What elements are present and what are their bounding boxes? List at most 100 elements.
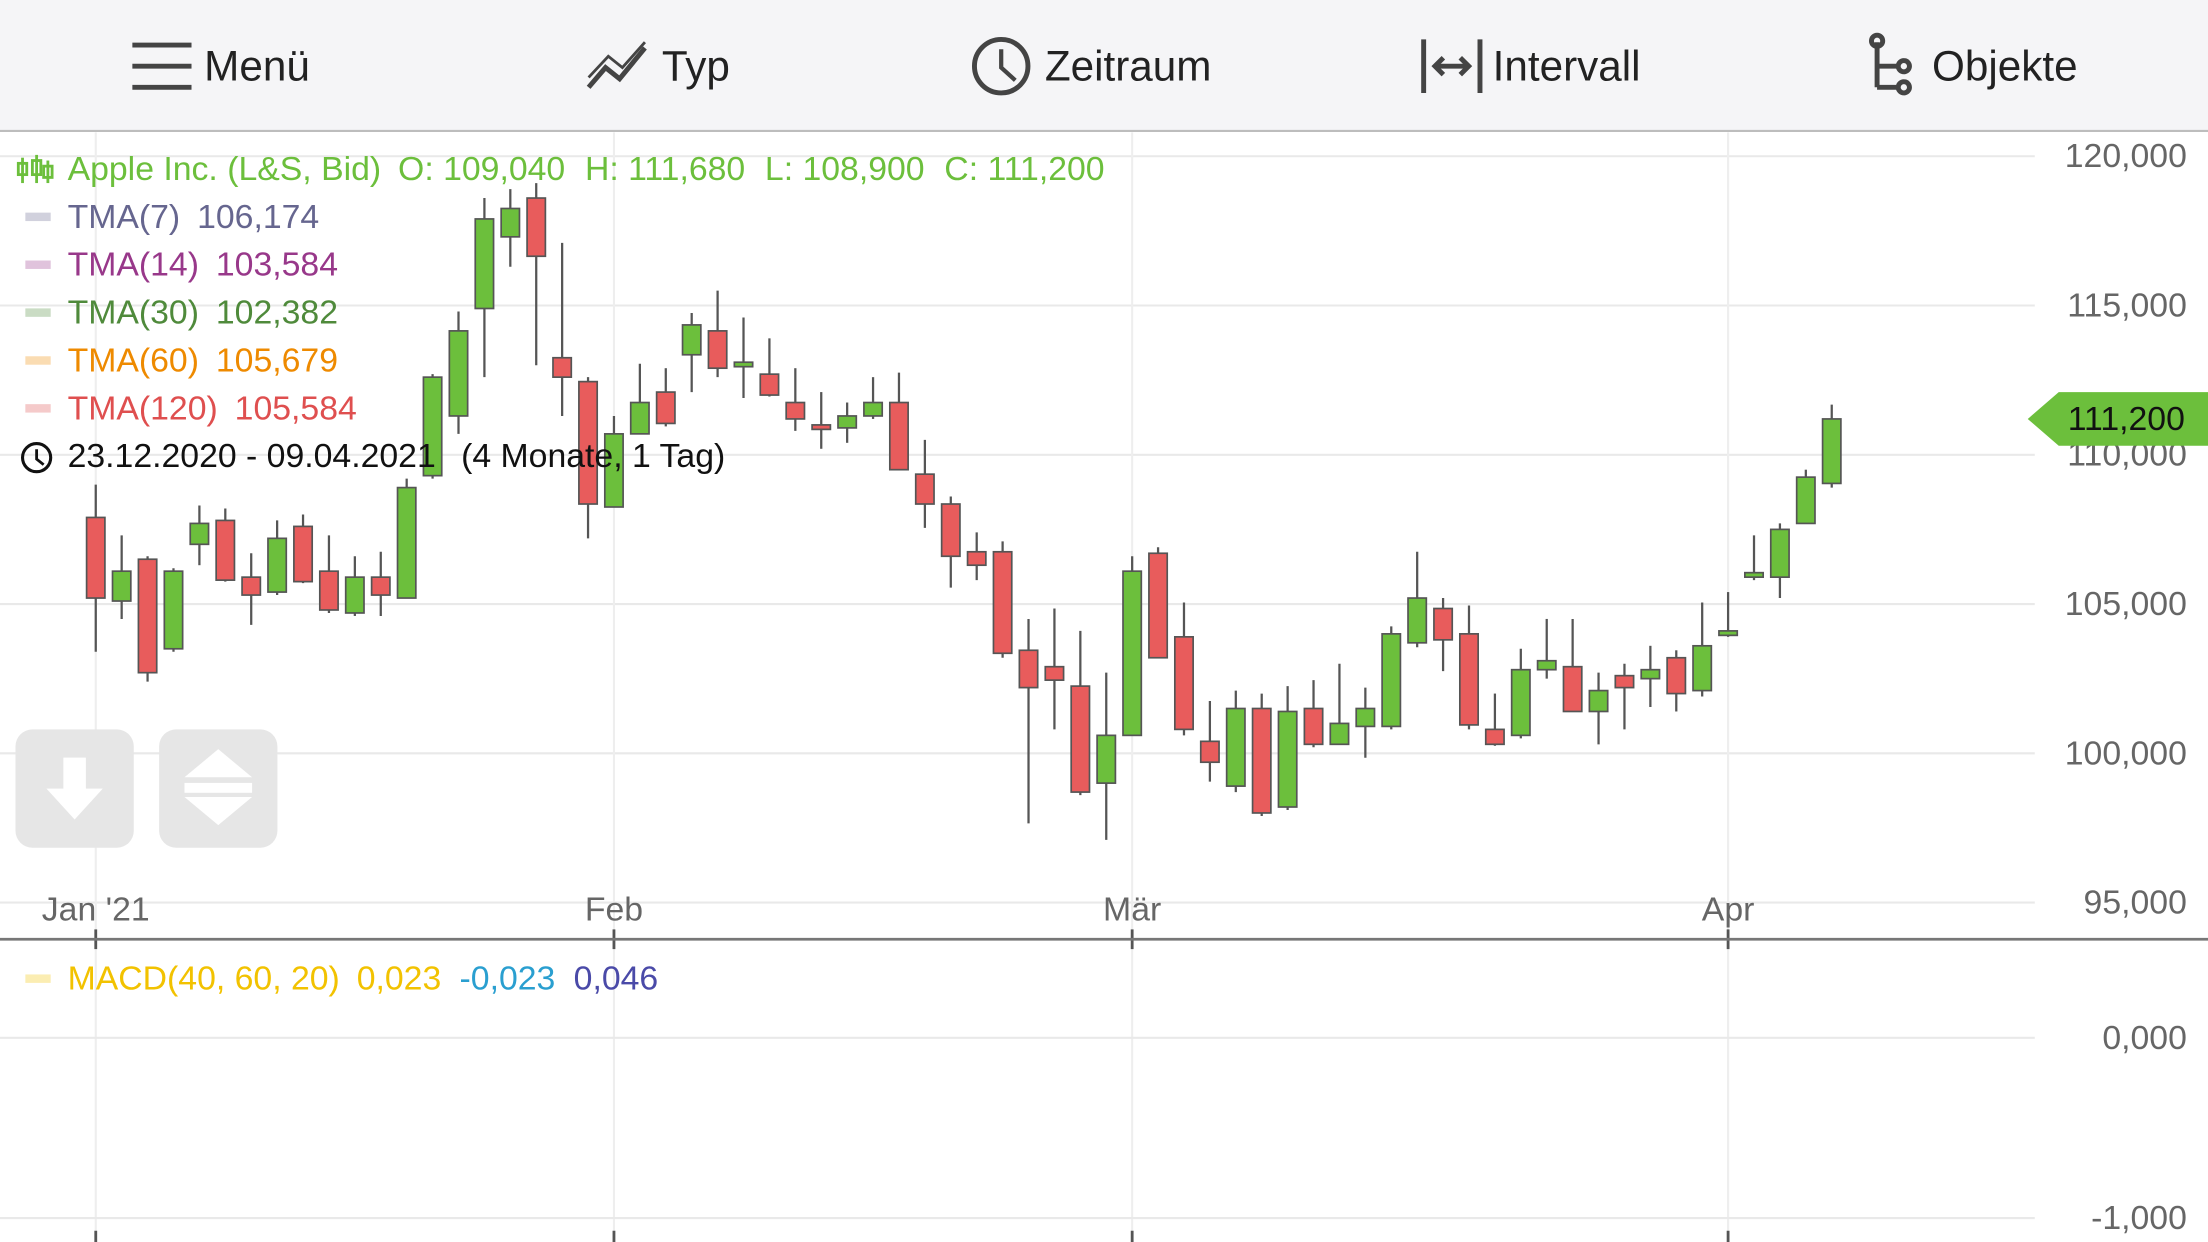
- candle-body: [1536, 659, 1557, 671]
- candle-body: [1588, 689, 1609, 713]
- candle-icon: [16, 154, 54, 184]
- candle-body: [1148, 552, 1169, 659]
- candle-body: [1122, 570, 1143, 737]
- candle-body: [344, 576, 365, 614]
- y-tick-label: 105,000: [2065, 585, 2187, 623]
- candle-body: [1433, 607, 1454, 641]
- indicator-value: 105,679: [216, 341, 338, 379]
- candle-body: [914, 473, 935, 505]
- indicator-name: TMA(60): [68, 341, 199, 379]
- legend-swatch: [25, 260, 51, 269]
- indicator-name: TMA(14): [68, 246, 199, 284]
- candle-body: [655, 391, 676, 425]
- candle-body: [1744, 571, 1765, 578]
- candle-body: [137, 558, 158, 674]
- candle-body: [888, 401, 909, 471]
- candle-body: [318, 570, 339, 611]
- candle-body: [241, 576, 262, 596]
- candle-body: [293, 525, 314, 583]
- candle-body: [1355, 707, 1376, 728]
- toolbar-label: Objekte: [1932, 43, 2078, 90]
- candle-body: [1821, 418, 1842, 485]
- candle-body: [837, 415, 858, 429]
- legend-swatch: [25, 308, 51, 317]
- candle-body: [707, 330, 728, 370]
- menu-button[interactable]: Menü: [132, 42, 310, 90]
- indicator-value: 102,382: [216, 294, 338, 332]
- candle-body: [396, 486, 417, 599]
- candle-body: [1329, 722, 1350, 746]
- candle-body: [1692, 644, 1713, 692]
- candle-body: [1070, 685, 1091, 793]
- x-tick-label: Feb: [585, 891, 643, 929]
- y-tick-label: -1,000: [2091, 1199, 2187, 1237]
- interval-button[interactable]: Intervall: [1421, 39, 1641, 93]
- candle-body: [422, 376, 443, 477]
- macd-value: 0,046: [574, 960, 659, 998]
- objects-button[interactable]: Objekte: [1868, 32, 2078, 96]
- macd-value: 0,023: [357, 960, 442, 998]
- period-button[interactable]: Zeitraum: [971, 36, 1212, 96]
- candle-body: [759, 373, 780, 396]
- ohlc-value: L: 108,900: [765, 150, 925, 188]
- x-tick-label: Mär: [1103, 891, 1161, 929]
- candle-body: [966, 550, 987, 567]
- ohlc-value: O: 109,040: [398, 150, 565, 188]
- legend-title: Apple Inc. (L&S, Bid): [68, 150, 382, 188]
- candle-body: [448, 330, 469, 417]
- fit-icon: [184, 749, 253, 826]
- indicator-name: TMA(7): [68, 198, 181, 236]
- candle-body: [603, 433, 624, 508]
- scroll-down-button[interactable]: [15, 729, 134, 848]
- candle-body: [500, 207, 521, 238]
- macd-title: MACD(40, 60, 20): [68, 960, 340, 998]
- candle-body: [1614, 674, 1635, 689]
- candle-body: [1769, 528, 1790, 578]
- candle-body: [1381, 633, 1402, 728]
- clock-icon: [20, 442, 53, 474]
- toolbar-label: Zeitraum: [1045, 43, 1212, 90]
- candle-body: [681, 324, 702, 356]
- candle-body: [785, 401, 806, 420]
- date-range: 23.12.2020 - 09.04.2021: [68, 437, 436, 475]
- y-tick-label: 120,000: [2065, 137, 2187, 175]
- candle-body: [1225, 707, 1246, 787]
- fit-button[interactable]: [159, 729, 278, 848]
- candle-body: [1666, 656, 1687, 695]
- candle-body: [85, 516, 106, 599]
- arrow-icon: [46, 757, 103, 820]
- y-tick-label: 0,000: [2102, 1019, 2187, 1057]
- menu-icon: [132, 42, 192, 90]
- legend-swatch: [25, 212, 51, 222]
- candle-body: [1096, 734, 1117, 784]
- candle-body: [111, 570, 132, 602]
- type-button[interactable]: Typ: [586, 41, 730, 90]
- candle-body: [1484, 728, 1505, 746]
- candle-body: [1562, 665, 1583, 713]
- legend-swatch: [25, 356, 51, 365]
- indicator-value: 105,584: [235, 389, 357, 427]
- y-tick-label: 100,000: [2065, 734, 2187, 772]
- candle-body: [1044, 665, 1065, 681]
- y-tick-label: 95,000: [2084, 884, 2187, 922]
- ohlc-value: C: 111,200: [944, 150, 1104, 188]
- y-tick-label: 115,000: [2067, 287, 2187, 325]
- toolbar-label: Intervall: [1493, 43, 1641, 90]
- candle-body: [1510, 668, 1531, 737]
- objects-icon: [1868, 32, 1912, 96]
- indicator-value: 106,174: [197, 198, 319, 236]
- candle-body: [578, 380, 599, 505]
- candle-body: [1407, 597, 1428, 644]
- x-tick-label: Jan '21: [42, 891, 150, 929]
- clock-hand: [999, 49, 1017, 82]
- candle-body: [1251, 707, 1272, 814]
- type-icon: [586, 46, 647, 89]
- candle-body: [1173, 636, 1194, 731]
- candle-body: [474, 218, 495, 310]
- candle-body: [1303, 707, 1324, 746]
- toolbar-label: Menü: [204, 43, 310, 90]
- candle-body: [526, 197, 547, 258]
- legend-swatch: [25, 404, 51, 413]
